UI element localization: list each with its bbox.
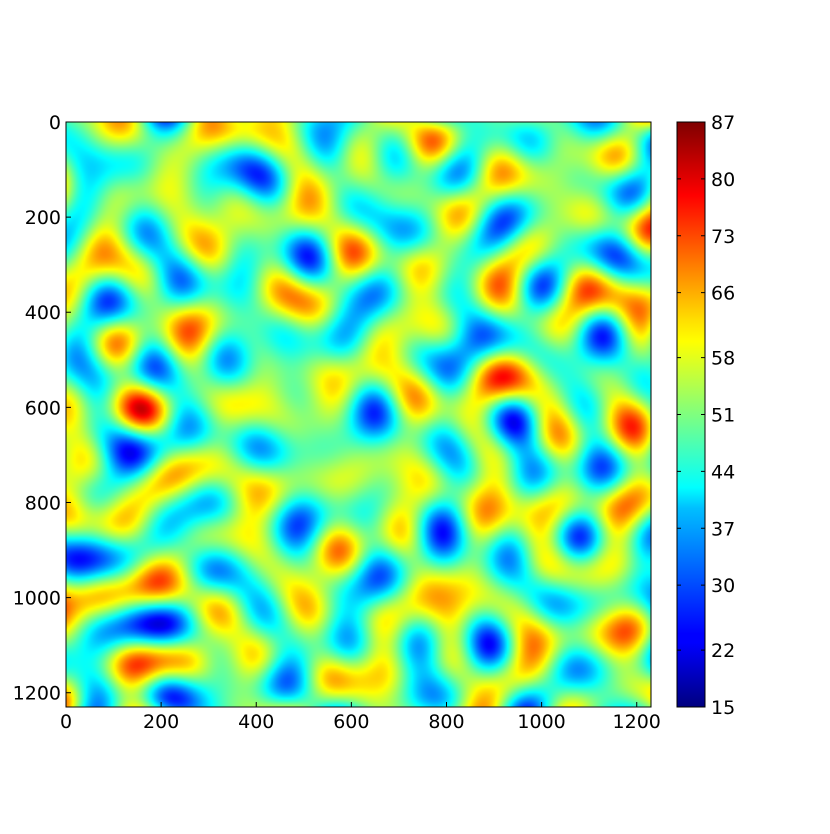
colorbar-tick-label: 58 xyxy=(711,348,735,370)
y-tick-label: 0 xyxy=(49,112,61,134)
y-tick-label: 600 xyxy=(25,397,61,419)
plot-area xyxy=(65,121,652,708)
heatmap-image xyxy=(66,122,651,707)
x-tick-label: 200 xyxy=(143,711,179,733)
y-tick-label: 800 xyxy=(25,492,61,514)
x-axis: 0 200 400 600 800 1000 1200 xyxy=(60,702,661,733)
y-tick-label: 1000 xyxy=(13,588,61,610)
y-tick-label: 1200 xyxy=(13,683,61,705)
colorbar-tick-label: 30 xyxy=(711,575,735,597)
x-tick-label: 800 xyxy=(428,711,464,733)
colorbar-gradient xyxy=(676,121,706,708)
y-tick-label: 200 xyxy=(25,207,61,229)
colorbar-tick-label: 22 xyxy=(711,640,735,662)
y-axis: 0 200 400 600 800 1000 1200 xyxy=(13,112,71,705)
x-tick-label: 0 xyxy=(60,711,72,733)
colorbar-tick-label: 15 xyxy=(711,697,735,719)
colorbar-tick-label: 51 xyxy=(711,405,735,427)
colorbar-tick-label: 37 xyxy=(711,518,735,540)
colorbar-tick-label: 44 xyxy=(711,461,735,483)
colorbar: 15 22 30 37 44 51 58 66 73 80 87 xyxy=(676,112,735,719)
y-tick-label: 400 xyxy=(25,302,61,324)
colorbar-tick-label: 80 xyxy=(711,169,735,191)
colorbar-tick-label: 66 xyxy=(711,283,735,305)
colorbar-tick-label: 87 xyxy=(711,112,735,134)
x-tick-label: 400 xyxy=(238,711,274,733)
plot-frame xyxy=(65,121,652,708)
x-tick-label: 1000 xyxy=(517,711,565,733)
x-tick-label: 600 xyxy=(333,711,369,733)
colorbar-tick-label: 73 xyxy=(711,226,735,248)
x-tick-label: 1200 xyxy=(613,711,661,733)
